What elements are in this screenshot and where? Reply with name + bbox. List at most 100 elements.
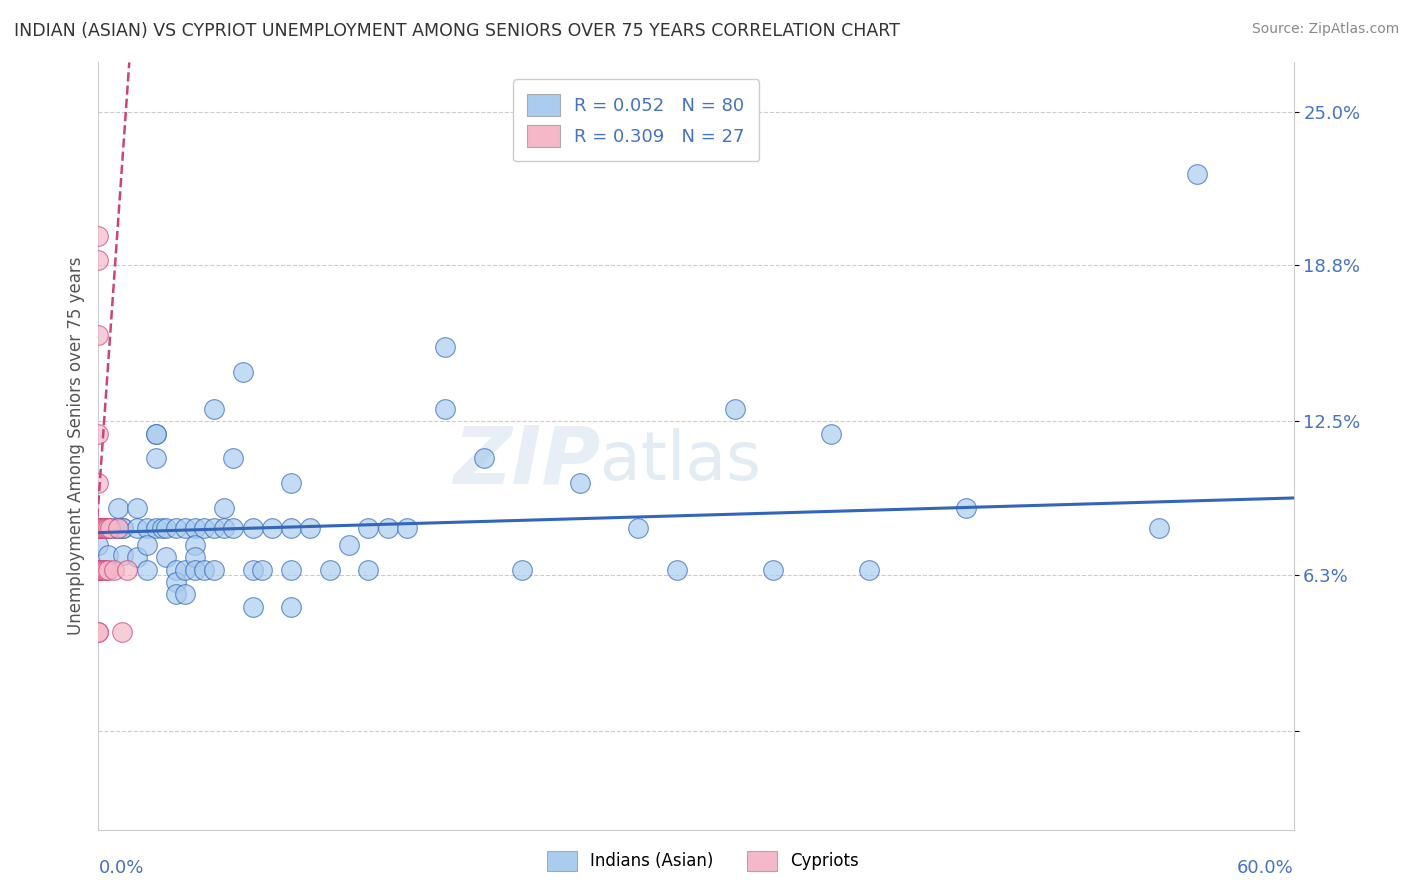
Point — [112, 521, 135, 535]
Point — [252, 563, 274, 577]
Point — [87, 426, 110, 441]
Point — [97, 521, 120, 535]
Text: INDIAN (ASIAN) VS CYPRIOT UNEMPLOYMENT AMONG SENIORS OVER 75 YEARS CORRELATION C: INDIAN (ASIAN) VS CYPRIOT UNEMPLOYMENT A… — [14, 22, 900, 40]
Point — [858, 563, 880, 577]
Point — [87, 228, 110, 243]
Point — [135, 563, 157, 577]
Point — [87, 521, 110, 535]
Point — [212, 521, 235, 535]
Point — [1147, 521, 1170, 535]
Point — [94, 563, 117, 577]
Point — [103, 563, 125, 577]
Point — [87, 521, 110, 535]
Point — [135, 538, 157, 552]
Point — [107, 521, 129, 535]
Point — [87, 563, 110, 577]
Point — [93, 521, 115, 535]
Text: ZIP: ZIP — [453, 422, 600, 500]
Point — [222, 451, 245, 466]
Point — [145, 451, 167, 466]
Point — [1185, 167, 1208, 181]
Point — [174, 563, 197, 577]
Point — [93, 563, 115, 577]
Point — [472, 451, 495, 466]
Point — [87, 563, 110, 577]
Point — [87, 521, 110, 535]
Point — [117, 563, 139, 577]
Point — [174, 587, 197, 601]
Point — [193, 563, 215, 577]
Point — [87, 563, 110, 577]
Point — [112, 548, 135, 562]
Point — [87, 624, 110, 639]
Text: atlas: atlas — [600, 428, 761, 494]
Point — [103, 521, 125, 535]
Point — [107, 500, 129, 515]
Point — [434, 401, 457, 416]
Point — [242, 563, 264, 577]
Point — [434, 340, 457, 354]
Point — [125, 500, 148, 515]
Point — [184, 521, 207, 535]
Point — [110, 624, 132, 639]
Point — [98, 521, 121, 535]
Point — [145, 426, 167, 441]
Point — [299, 521, 322, 535]
Point — [87, 476, 110, 491]
Point — [337, 538, 360, 552]
Point — [93, 521, 115, 535]
Point — [87, 521, 110, 535]
Point — [165, 563, 187, 577]
Point — [280, 521, 302, 535]
Point — [955, 500, 977, 515]
Point — [94, 521, 117, 535]
Point — [174, 521, 197, 535]
Point — [87, 624, 110, 639]
Point — [150, 521, 173, 535]
Point — [260, 521, 283, 535]
Point — [107, 521, 129, 535]
Point — [145, 426, 167, 441]
Point — [91, 521, 114, 535]
Point — [202, 521, 225, 535]
Legend: R = 0.052   N = 80, R = 0.309   N = 27: R = 0.052 N = 80, R = 0.309 N = 27 — [513, 79, 759, 161]
Point — [395, 521, 418, 535]
Point — [242, 599, 264, 614]
Point — [357, 563, 380, 577]
Point — [97, 521, 120, 535]
Point — [193, 521, 215, 535]
Point — [202, 563, 225, 577]
Point — [280, 599, 302, 614]
Point — [97, 521, 120, 535]
Text: 0.0%: 0.0% — [98, 859, 143, 877]
Point — [357, 521, 380, 535]
Point — [155, 521, 177, 535]
Point — [319, 563, 342, 577]
Point — [107, 521, 129, 535]
Point — [125, 550, 148, 565]
Point — [125, 521, 148, 535]
Point — [762, 563, 785, 577]
Text: 60.0%: 60.0% — [1237, 859, 1294, 877]
Point — [165, 521, 187, 535]
Point — [184, 563, 207, 577]
Point — [87, 253, 110, 268]
Point — [627, 521, 650, 535]
Point — [212, 500, 235, 515]
Point — [87, 538, 110, 552]
Point — [569, 476, 592, 491]
Point — [91, 563, 114, 577]
Legend: Indians (Asian), Cypriots: Indians (Asian), Cypriots — [538, 842, 868, 880]
Point — [202, 401, 225, 416]
Point — [87, 521, 110, 535]
Point — [222, 521, 245, 535]
Point — [184, 550, 207, 565]
Point — [87, 521, 110, 535]
Text: Source: ZipAtlas.com: Source: ZipAtlas.com — [1251, 22, 1399, 37]
Point — [155, 550, 177, 565]
Point — [820, 426, 842, 441]
Point — [87, 327, 110, 342]
Point — [135, 521, 157, 535]
Point — [165, 575, 187, 590]
Point — [87, 521, 110, 535]
